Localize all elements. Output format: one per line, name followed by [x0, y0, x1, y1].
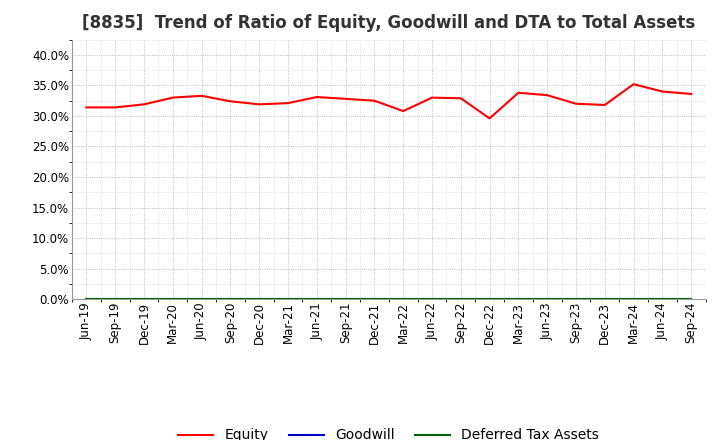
Equity	[428, 95, 436, 100]
Deferred Tax Assets	[168, 297, 177, 302]
Deferred Tax Assets	[456, 297, 465, 302]
Deferred Tax Assets	[658, 297, 667, 302]
Goodwill	[629, 297, 638, 302]
Goodwill	[341, 297, 350, 302]
Equity	[629, 81, 638, 87]
Deferred Tax Assets	[82, 297, 91, 302]
Goodwill	[168, 297, 177, 302]
Goodwill	[687, 297, 696, 302]
Goodwill	[658, 297, 667, 302]
Goodwill	[456, 297, 465, 302]
Deferred Tax Assets	[312, 297, 321, 302]
Equity	[341, 96, 350, 102]
Title: [8835]  Trend of Ratio of Equity, Goodwill and DTA to Total Assets: [8835] Trend of Ratio of Equity, Goodwil…	[82, 15, 696, 33]
Equity	[255, 102, 264, 107]
Goodwill	[514, 297, 523, 302]
Goodwill	[370, 297, 379, 302]
Deferred Tax Assets	[514, 297, 523, 302]
Deferred Tax Assets	[255, 297, 264, 302]
Goodwill	[197, 297, 206, 302]
Equity	[658, 89, 667, 94]
Deferred Tax Assets	[140, 297, 148, 302]
Equity	[399, 108, 408, 114]
Goodwill	[312, 297, 321, 302]
Goodwill	[140, 297, 148, 302]
Equity	[485, 116, 494, 121]
Deferred Tax Assets	[341, 297, 350, 302]
Equity	[514, 90, 523, 95]
Legend: Equity, Goodwill, Deferred Tax Assets: Equity, Goodwill, Deferred Tax Assets	[173, 423, 605, 440]
Goodwill	[111, 297, 120, 302]
Goodwill	[600, 297, 609, 302]
Goodwill	[82, 297, 91, 302]
Deferred Tax Assets	[600, 297, 609, 302]
Equity	[543, 92, 552, 98]
Equity	[600, 103, 609, 108]
Goodwill	[284, 297, 292, 302]
Equity	[82, 105, 91, 110]
Equity	[456, 95, 465, 101]
Goodwill	[543, 297, 552, 302]
Goodwill	[485, 297, 494, 302]
Equity	[370, 98, 379, 103]
Deferred Tax Assets	[428, 297, 436, 302]
Deferred Tax Assets	[111, 297, 120, 302]
Line: Equity: Equity	[86, 84, 691, 118]
Equity	[572, 101, 580, 106]
Equity	[140, 102, 148, 107]
Goodwill	[399, 297, 408, 302]
Equity	[312, 94, 321, 99]
Goodwill	[255, 297, 264, 302]
Equity	[284, 100, 292, 106]
Equity	[197, 93, 206, 99]
Deferred Tax Assets	[485, 297, 494, 302]
Goodwill	[226, 297, 235, 302]
Deferred Tax Assets	[543, 297, 552, 302]
Deferred Tax Assets	[399, 297, 408, 302]
Equity	[168, 95, 177, 100]
Equity	[226, 99, 235, 104]
Deferred Tax Assets	[687, 297, 696, 302]
Deferred Tax Assets	[284, 297, 292, 302]
Deferred Tax Assets	[572, 297, 580, 302]
Goodwill	[572, 297, 580, 302]
Deferred Tax Assets	[629, 297, 638, 302]
Deferred Tax Assets	[226, 297, 235, 302]
Equity	[111, 105, 120, 110]
Deferred Tax Assets	[370, 297, 379, 302]
Goodwill	[428, 297, 436, 302]
Deferred Tax Assets	[197, 297, 206, 302]
Equity	[687, 92, 696, 97]
